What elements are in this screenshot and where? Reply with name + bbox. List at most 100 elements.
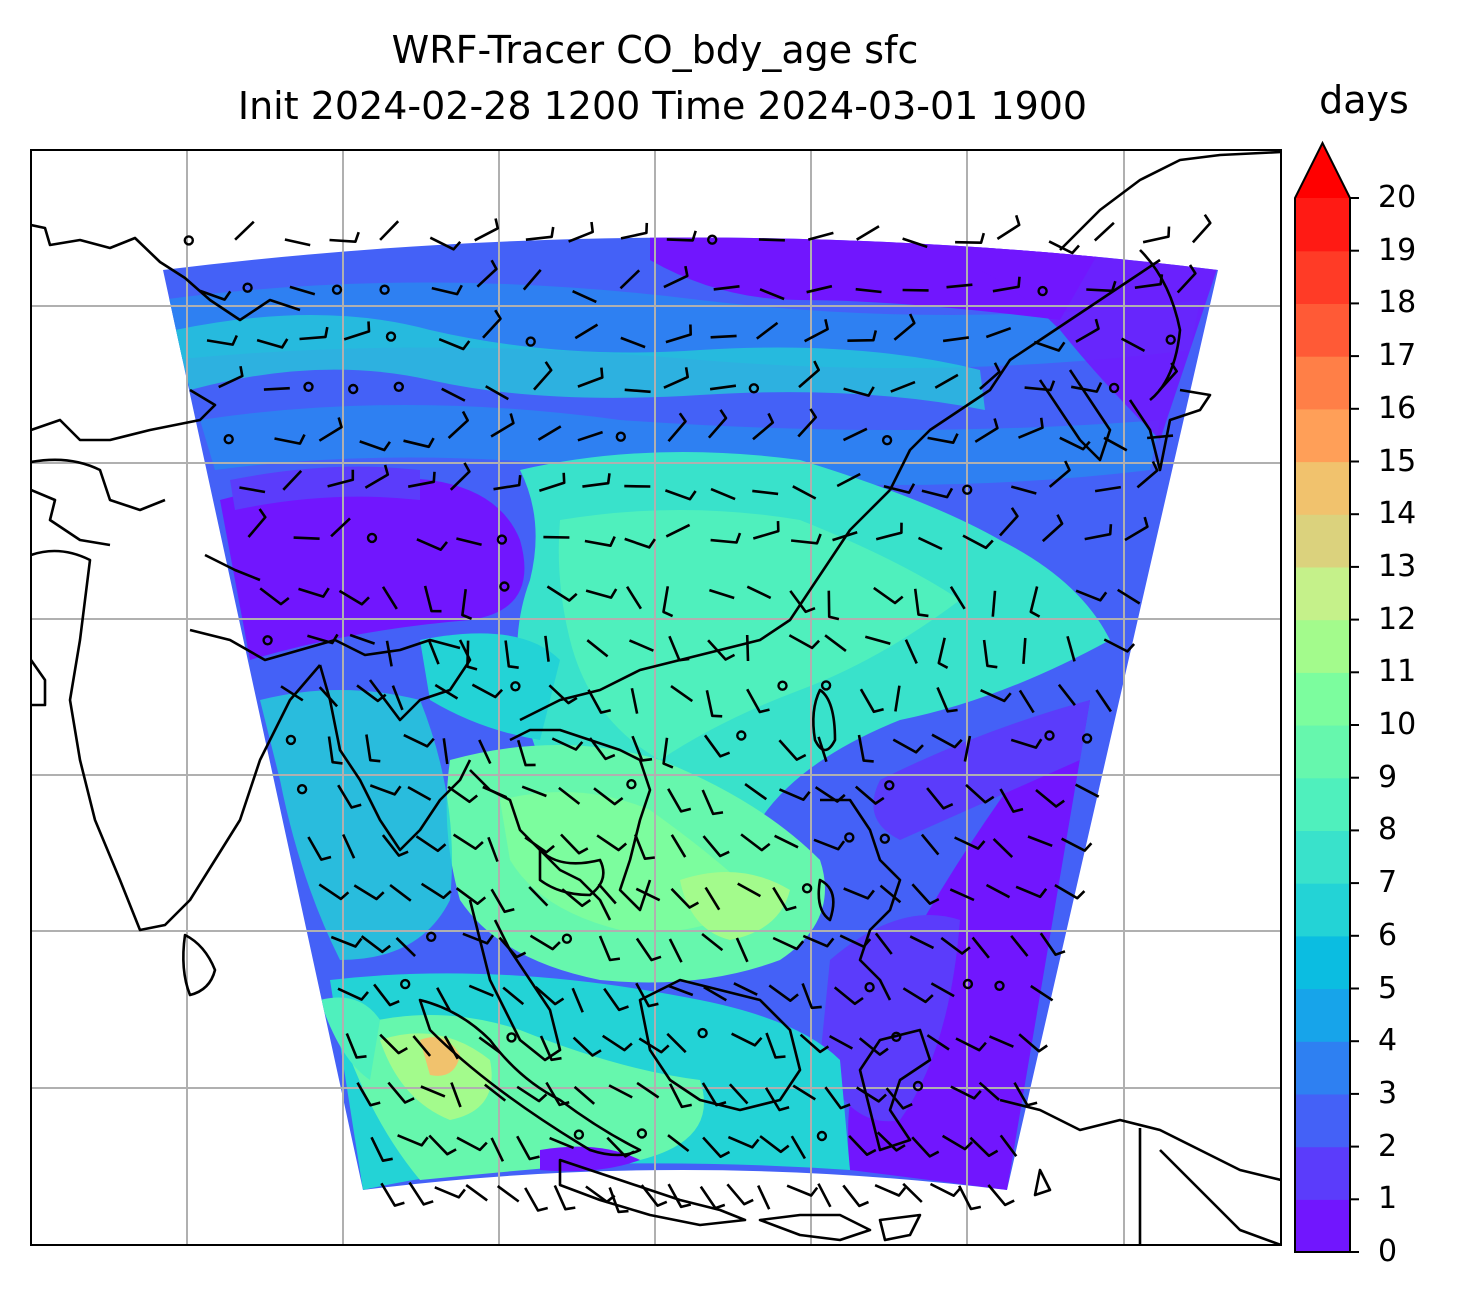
wind-barb <box>359 440 391 452</box>
calm-wind-circle <box>881 435 893 446</box>
wind-barb <box>765 1032 786 1059</box>
wind-barb <box>802 934 835 948</box>
wind-barb <box>364 464 390 489</box>
wind-barb <box>843 386 875 397</box>
wind-barb <box>874 932 893 955</box>
colorbar-swatch <box>1295 408 1350 463</box>
wind-barb <box>434 1186 466 1199</box>
calm-wind-circle <box>506 1032 517 1043</box>
wind-barb <box>814 786 846 803</box>
wind-barb <box>958 1185 982 1211</box>
wind-barb <box>978 1081 1000 1101</box>
wind-barb <box>431 284 463 296</box>
wind-barb <box>534 986 565 1006</box>
wind-barb <box>537 425 562 441</box>
calm-wind-circle <box>1165 334 1176 345</box>
colorbar-swatch <box>1295 830 1350 884</box>
wind-barb <box>427 639 440 665</box>
wind-barb <box>764 1087 790 1112</box>
wind-barb <box>397 1134 429 1147</box>
colorbar-tick-label: 12 <box>1378 601 1417 637</box>
colorbar-tick-label: 1 <box>1378 1181 1398 1217</box>
calm-wind-circle <box>242 282 253 293</box>
wind-barb <box>330 517 351 538</box>
wind-barb <box>391 685 404 711</box>
wind-barb <box>1136 460 1159 489</box>
wind-barb <box>709 384 737 391</box>
wind-barb <box>1094 485 1121 493</box>
wind-barb <box>381 586 398 610</box>
chart-title-line1: WRF-Tracer CO_bdy_age sfc <box>391 28 919 72</box>
wind-barb <box>1018 1033 1048 1053</box>
calm-wind-circle <box>697 1027 708 1039</box>
wind-barb <box>573 1085 596 1105</box>
wind-barb <box>631 735 653 762</box>
wind-barb <box>412 1035 432 1057</box>
wind-barb <box>525 226 555 241</box>
wind-barb <box>330 935 363 948</box>
wind-barb <box>471 683 504 699</box>
calm-wind-circle <box>820 680 832 691</box>
wind-barb <box>940 936 971 955</box>
calm-wind-circle <box>496 534 508 545</box>
wind-barb <box>449 462 471 491</box>
colorbar-tick-label: 13 <box>1378 548 1417 584</box>
wind-barb <box>778 788 811 801</box>
wind-barb <box>879 884 902 904</box>
wind-barb <box>892 738 924 754</box>
wind-barb <box>702 835 730 858</box>
wind-barb <box>701 1082 727 1107</box>
colorbar-tick-label: 7 <box>1378 865 1398 901</box>
wind-barb <box>842 1184 870 1208</box>
wind-barb <box>1013 1082 1038 1107</box>
wind-barb <box>343 321 371 341</box>
wind-barb <box>670 685 694 703</box>
wind-barb <box>662 586 674 618</box>
wind-barb <box>1075 318 1100 343</box>
wind-barb <box>969 1136 999 1158</box>
wind-barb <box>836 472 861 488</box>
colorbar-swatch <box>1295 672 1350 726</box>
wind-barb <box>667 1134 690 1153</box>
wind-barb <box>911 883 940 905</box>
wind-barb <box>638 1037 670 1054</box>
wind-barb <box>293 536 320 540</box>
wind-barb <box>516 739 536 767</box>
wind-barb <box>428 1134 457 1156</box>
wind-barb <box>624 537 656 549</box>
wind-barb <box>1075 589 1108 602</box>
wind-barb <box>979 362 1001 390</box>
wind-barb <box>546 585 578 602</box>
wind-barb <box>733 982 758 996</box>
wind-barb <box>667 412 687 443</box>
wind-barb <box>874 1184 907 1197</box>
wind-barb <box>746 585 772 600</box>
wind-barb <box>1048 460 1071 488</box>
wind-barb <box>832 530 858 542</box>
wind-barb <box>1124 516 1149 542</box>
calm-wind-circle <box>573 1129 585 1140</box>
wind-barb <box>727 1135 760 1149</box>
colorbar-swatch <box>1295 250 1350 304</box>
wind-barb <box>360 935 391 954</box>
calm-wind-circle <box>400 978 411 990</box>
calm-wind-circle <box>262 635 273 646</box>
wind-barb <box>572 1036 602 1057</box>
wind-barb <box>1117 588 1141 605</box>
wind-barb <box>558 786 581 805</box>
wind-barb <box>307 633 339 645</box>
colorbar-extend-arrow <box>1295 143 1350 198</box>
wind-barb <box>855 287 882 294</box>
wind-barb <box>703 985 727 1002</box>
calm-wind-circle <box>864 982 875 993</box>
wind-barb <box>988 1035 1014 1048</box>
wind-barb <box>619 269 641 290</box>
wind-barb <box>911 1136 940 1158</box>
wind-barb <box>980 689 1012 703</box>
wind-barb <box>999 507 1019 537</box>
wind-barb <box>307 836 332 861</box>
wind-barb <box>628 639 654 652</box>
wind-barb <box>462 932 495 945</box>
wind-barb <box>420 1085 446 1098</box>
